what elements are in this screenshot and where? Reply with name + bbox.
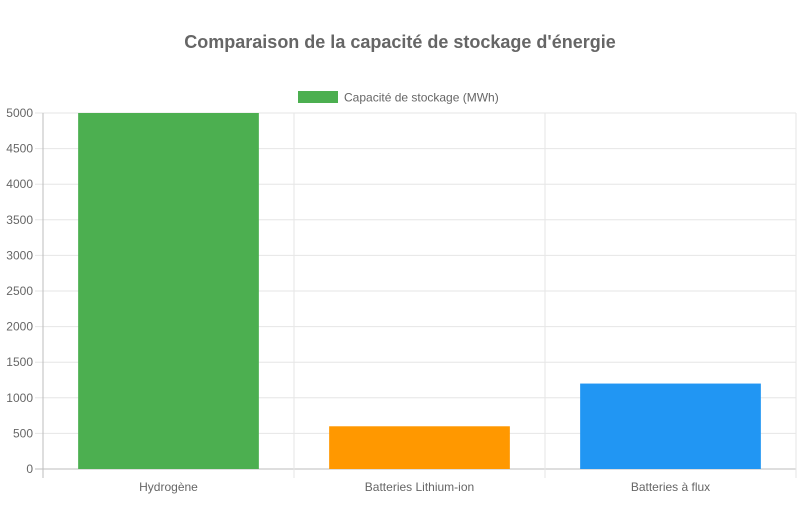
y-tick-label: 500 — [13, 426, 33, 440]
x-tick-label: Batteries à flux — [631, 480, 710, 494]
bars — [78, 113, 761, 469]
legend[interactable]: Capacité de stockage (MWh) — [298, 91, 499, 105]
legend-swatch — [298, 91, 338, 103]
y-axis-ticks: 0 500 1000 1500 2000 2500 3000 3500 4000 4500 5000 — [6, 106, 33, 476]
y-tick-label: 2000 — [6, 320, 33, 334]
x-tick-label: Hydrogène — [139, 480, 198, 494]
y-tick-label: 5000 — [6, 106, 33, 120]
x-axis-ticks: Hydrogène Batteries Lithium-ion Batteries … — [139, 480, 710, 494]
bar[interactable] — [329, 426, 510, 469]
y-tick-label: 3500 — [6, 213, 33, 227]
x-tick-label: Batteries Lithium-ion — [365, 480, 474, 494]
y-tick-label: 2500 — [6, 284, 33, 298]
y-tick-label: 1000 — [6, 391, 33, 405]
y-tick-label: 3000 — [6, 248, 33, 262]
legend-label: Capacité de stockage (MWh) — [344, 91, 499, 105]
bar[interactable] — [78, 113, 259, 469]
y-tick-label: 0 — [26, 462, 33, 476]
bar[interactable] — [580, 383, 761, 469]
chart-title: Comparaison de la capacité de stockage d… — [184, 32, 615, 52]
y-tick-label: 1500 — [6, 355, 33, 369]
y-tick-label: 4000 — [6, 177, 33, 191]
y-tick-label: 4500 — [6, 142, 33, 156]
